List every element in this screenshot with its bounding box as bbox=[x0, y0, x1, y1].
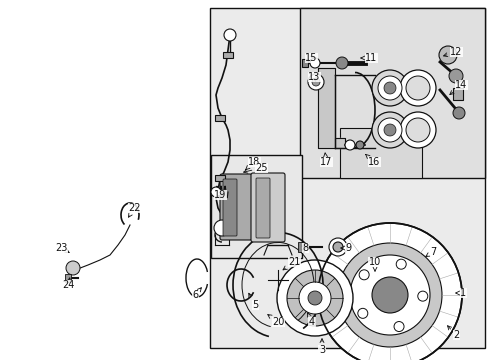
Bar bbox=[302, 59, 307, 67]
Text: 4: 4 bbox=[307, 313, 314, 327]
Circle shape bbox=[383, 82, 395, 94]
Circle shape bbox=[399, 112, 435, 148]
Circle shape bbox=[377, 76, 401, 100]
Text: 1: 1 bbox=[455, 288, 465, 298]
Text: 25: 25 bbox=[243, 163, 267, 173]
Text: 22: 22 bbox=[128, 203, 140, 217]
Circle shape bbox=[355, 141, 363, 149]
Circle shape bbox=[417, 291, 427, 301]
Text: 23: 23 bbox=[55, 243, 69, 253]
Circle shape bbox=[307, 74, 324, 90]
Circle shape bbox=[371, 112, 407, 148]
Circle shape bbox=[399, 70, 435, 106]
Bar bbox=[215, 115, 224, 121]
Text: 12: 12 bbox=[443, 47, 462, 57]
Circle shape bbox=[452, 107, 464, 119]
Circle shape bbox=[224, 29, 236, 41]
Text: 7: 7 bbox=[425, 247, 435, 257]
Circle shape bbox=[307, 291, 321, 305]
Text: 18: 18 bbox=[245, 157, 260, 170]
FancyBboxPatch shape bbox=[223, 179, 237, 236]
Circle shape bbox=[448, 69, 462, 83]
Bar bbox=[65, 274, 71, 282]
Circle shape bbox=[286, 270, 342, 326]
Circle shape bbox=[210, 187, 221, 197]
Circle shape bbox=[309, 58, 319, 68]
Text: 16: 16 bbox=[365, 154, 380, 167]
Circle shape bbox=[317, 223, 461, 360]
Circle shape bbox=[405, 76, 429, 100]
Circle shape bbox=[358, 270, 368, 280]
Bar bbox=[215, 175, 224, 181]
Text: 6: 6 bbox=[192, 288, 201, 300]
Bar bbox=[297, 242, 304, 252]
Text: 15: 15 bbox=[305, 53, 317, 63]
Circle shape bbox=[405, 118, 429, 142]
Circle shape bbox=[298, 282, 330, 314]
Circle shape bbox=[393, 321, 403, 332]
Circle shape bbox=[276, 260, 352, 336]
Circle shape bbox=[332, 242, 342, 252]
Text: 9: 9 bbox=[340, 243, 350, 253]
FancyBboxPatch shape bbox=[220, 174, 251, 240]
Text: 14: 14 bbox=[449, 80, 467, 95]
Circle shape bbox=[377, 118, 401, 142]
Circle shape bbox=[438, 46, 456, 64]
Circle shape bbox=[395, 259, 406, 269]
Circle shape bbox=[337, 243, 441, 347]
FancyBboxPatch shape bbox=[256, 178, 269, 238]
Circle shape bbox=[383, 124, 395, 136]
Circle shape bbox=[311, 78, 319, 86]
Text: 11: 11 bbox=[360, 53, 376, 63]
Text: 21: 21 bbox=[283, 257, 300, 270]
Circle shape bbox=[328, 238, 346, 256]
Text: 24: 24 bbox=[62, 278, 74, 290]
Text: 13: 13 bbox=[307, 72, 320, 82]
Bar bbox=[209, 8, 484, 348]
Bar bbox=[210, 155, 302, 258]
Circle shape bbox=[335, 57, 347, 69]
Bar bbox=[452, 88, 462, 100]
Text: 17: 17 bbox=[319, 153, 332, 167]
Bar bbox=[223, 52, 232, 58]
Circle shape bbox=[345, 140, 354, 150]
Text: 20: 20 bbox=[267, 315, 284, 327]
Circle shape bbox=[357, 309, 367, 318]
Circle shape bbox=[371, 70, 407, 106]
FancyBboxPatch shape bbox=[250, 173, 285, 242]
Polygon shape bbox=[317, 68, 345, 148]
Circle shape bbox=[66, 261, 80, 275]
Circle shape bbox=[371, 277, 407, 313]
Text: 2: 2 bbox=[447, 326, 458, 340]
Bar bbox=[339, 128, 421, 178]
Text: 19: 19 bbox=[214, 190, 226, 200]
Text: 3: 3 bbox=[318, 339, 325, 355]
Text: 10: 10 bbox=[368, 257, 380, 271]
Text: 8: 8 bbox=[302, 243, 307, 253]
Bar bbox=[299, 8, 484, 178]
Text: 5: 5 bbox=[248, 293, 258, 310]
Circle shape bbox=[214, 220, 229, 236]
Circle shape bbox=[349, 255, 429, 335]
